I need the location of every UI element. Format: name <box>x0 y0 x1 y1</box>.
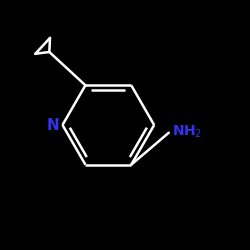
Text: NH$_2$: NH$_2$ <box>172 123 202 140</box>
Text: N: N <box>47 118 60 132</box>
